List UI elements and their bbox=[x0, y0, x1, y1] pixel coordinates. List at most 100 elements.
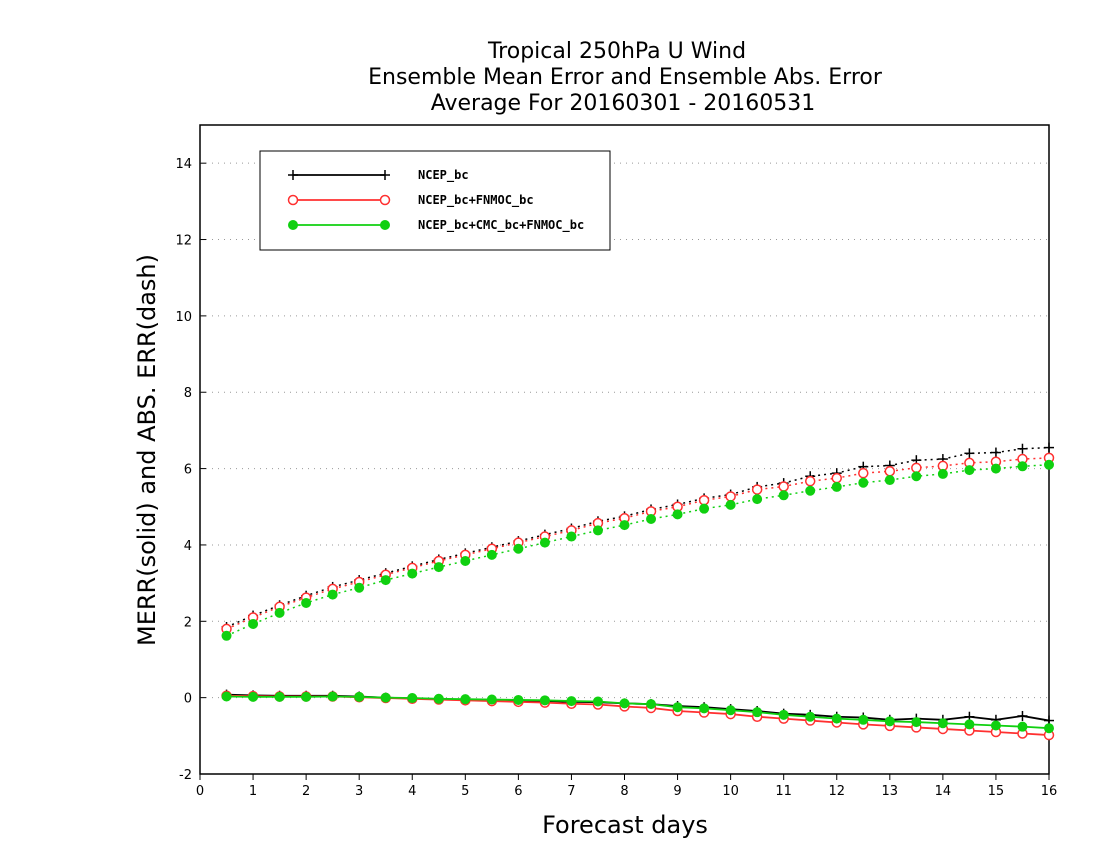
abs-err-point bbox=[592, 525, 603, 536]
x-tick-label: 3 bbox=[355, 784, 363, 799]
abs-err-point bbox=[778, 481, 789, 492]
x-tick-label: 14 bbox=[935, 784, 952, 799]
merr-point bbox=[1044, 723, 1054, 734]
abs-err-point bbox=[1044, 459, 1054, 470]
merr-point bbox=[433, 693, 444, 704]
x-tick-label: 0 bbox=[196, 784, 204, 799]
x-tick-label: 13 bbox=[882, 784, 899, 799]
abs-err-point bbox=[831, 481, 842, 492]
x-tick-label: 2 bbox=[302, 784, 310, 799]
x-axis-ticks: 0 1 2 3 4 5 6 7 8 9 10 11 12 13 14 15 16 bbox=[196, 774, 1057, 799]
legend-item: NCEP_bc+FNMOC_bc bbox=[287, 193, 534, 208]
abs-err-point bbox=[486, 549, 497, 560]
legend-marker bbox=[287, 194, 299, 206]
grid-lines bbox=[200, 162, 1049, 775]
merr-point bbox=[354, 691, 365, 702]
merr-point bbox=[592, 696, 603, 707]
abs-err-point bbox=[964, 465, 975, 476]
legend-label: NCEP_bc+FNMOC_bc bbox=[418, 193, 534, 208]
x-tick-label: 11 bbox=[775, 784, 792, 799]
abs-err-point bbox=[964, 448, 975, 459]
abs-err-point bbox=[433, 562, 444, 573]
merr-line-ncep-bc-fnmoc-bc bbox=[226, 694, 1050, 736]
x-tick-label: 4 bbox=[408, 784, 416, 799]
y-tick-label: 0 bbox=[184, 692, 192, 707]
merr-point bbox=[646, 699, 657, 710]
abs-err-point bbox=[804, 475, 816, 487]
abs-err-point bbox=[990, 463, 1001, 474]
abs-err-point bbox=[327, 589, 338, 600]
abs-err-point bbox=[751, 484, 763, 495]
x-tick-label: 7 bbox=[567, 784, 575, 799]
abs-err-line-ncep-bc bbox=[226, 446, 1050, 628]
x-tick-label: 16 bbox=[1041, 784, 1058, 799]
merr-point bbox=[831, 713, 842, 724]
legend-marker bbox=[380, 220, 390, 230]
abs-err-point bbox=[725, 499, 736, 510]
abs-err-point bbox=[698, 495, 710, 506]
merr-point bbox=[513, 694, 524, 705]
merr-point bbox=[699, 703, 710, 714]
merr-point bbox=[725, 705, 736, 716]
abs-err-point bbox=[858, 477, 869, 488]
y-tick-label: 14 bbox=[175, 157, 192, 172]
merr-point bbox=[380, 692, 391, 703]
chart-title: Tropical 250hPa U Wind Ensemble Mean Err… bbox=[368, 39, 883, 116]
x-tick-label: 10 bbox=[722, 784, 739, 799]
abs-err-point bbox=[407, 568, 418, 579]
merr-point bbox=[937, 718, 948, 729]
abs-err-point bbox=[1017, 443, 1028, 454]
merr-point bbox=[301, 691, 312, 702]
chart-title-line-3: Average For 20160301 - 20160531 bbox=[431, 91, 816, 116]
merr-point bbox=[274, 691, 285, 702]
abs-err-point bbox=[380, 575, 391, 586]
y-tick-label: 10 bbox=[175, 310, 192, 325]
merr-point bbox=[778, 709, 789, 720]
legend-label: NCEP_bc+CMC_bc+FNMOC_bc bbox=[418, 218, 584, 233]
series-layer bbox=[221, 442, 1055, 741]
y-axis-label: MERR(solid) and ABS. ERR(dash) bbox=[133, 254, 161, 646]
merr-point bbox=[221, 691, 232, 702]
abs-err-point bbox=[778, 490, 789, 501]
y-tick-label: 6 bbox=[184, 463, 192, 478]
abs-err-point bbox=[248, 618, 259, 629]
abs-err-line-ncep-bc-cmc-bc-fnmoc-bc bbox=[226, 464, 1050, 637]
legend-marker bbox=[288, 170, 298, 180]
legend-marker bbox=[379, 194, 391, 206]
merr-point bbox=[539, 695, 550, 706]
merr-point bbox=[619, 698, 630, 709]
abs-err-point bbox=[884, 466, 896, 477]
merr-point bbox=[327, 691, 338, 702]
y-tick-label: 2 bbox=[184, 615, 192, 630]
x-tick-label: 15 bbox=[988, 784, 1005, 799]
merr-point bbox=[672, 702, 683, 713]
abs-err-point bbox=[301, 597, 312, 608]
merr-point bbox=[1017, 710, 1028, 721]
abs-err-point bbox=[460, 555, 471, 566]
merr-point bbox=[752, 707, 763, 718]
abs-err-point bbox=[884, 475, 895, 486]
x-tick-label: 6 bbox=[514, 784, 522, 799]
y-tick-label: -2 bbox=[179, 768, 192, 783]
legend: NCEP_bc NCEP_bc+FNMOC_bc NCEP_bc+CMC_bc+FN… bbox=[259, 150, 611, 251]
legend-item: NCEP_bc bbox=[288, 168, 469, 183]
merr-point bbox=[248, 691, 259, 702]
abs-err-point bbox=[831, 472, 842, 484]
x-tick-label: 9 bbox=[673, 784, 681, 799]
merr-point bbox=[1017, 721, 1028, 732]
y-tick-label: 8 bbox=[184, 386, 192, 401]
merr-point bbox=[964, 719, 975, 730]
series-ncep-bc-cmc-bc-fnmoc-bc bbox=[221, 459, 1054, 734]
x-tick-label: 8 bbox=[620, 784, 628, 799]
abs-err-point bbox=[513, 543, 524, 554]
y-axis-ticks: -2 0 2 4 6 8 10 12 14 bbox=[175, 157, 206, 783]
abs-err-point bbox=[566, 531, 577, 542]
merr-point bbox=[911, 717, 922, 728]
merr-point bbox=[407, 693, 418, 704]
y-tick-label: 4 bbox=[184, 539, 192, 554]
merr-point bbox=[990, 720, 1001, 731]
abs-err-point bbox=[937, 468, 948, 479]
abs-err-point bbox=[274, 607, 285, 618]
abs-err-point bbox=[858, 467, 869, 479]
